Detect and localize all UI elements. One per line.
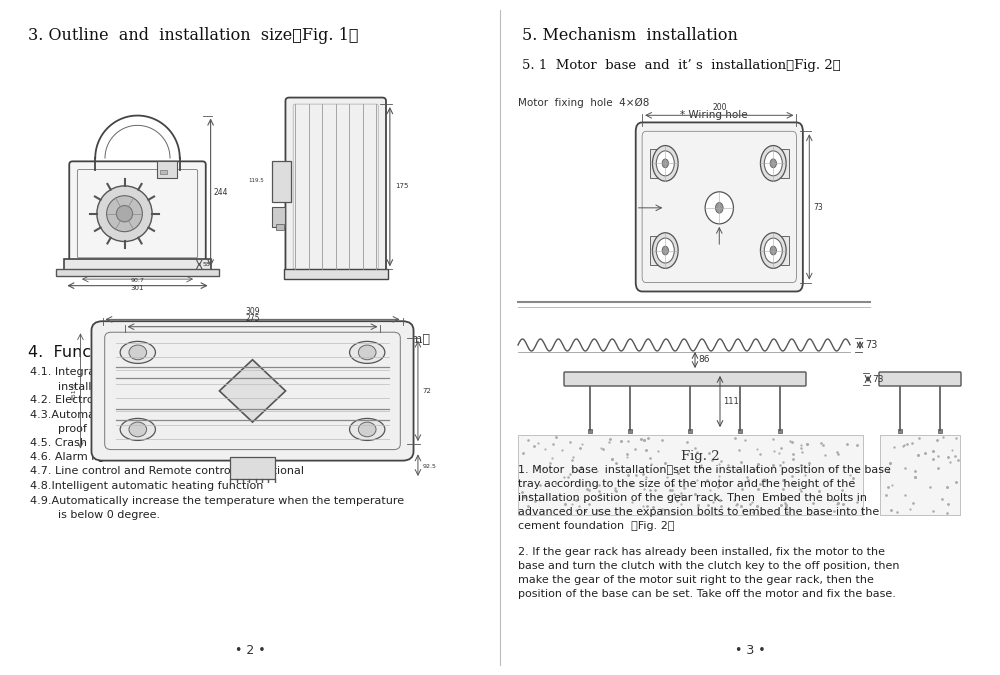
Bar bbox=[272, 207, 285, 227]
Bar bbox=[738, 429, 742, 433]
Text: 4.  Function and Features: 4. Function and Features bbox=[28, 345, 232, 360]
Text: • 2 •: • 2 • bbox=[235, 644, 265, 657]
FancyBboxPatch shape bbox=[91, 321, 414, 460]
Text: Fig. 1: Fig. 1 bbox=[110, 333, 147, 346]
Text: 175: 175 bbox=[396, 183, 409, 189]
Circle shape bbox=[116, 205, 133, 222]
Bar bbox=[771, 236, 789, 265]
Text: 275: 275 bbox=[245, 314, 260, 323]
Text: 151.5: 151.5 bbox=[72, 382, 77, 400]
Text: 2. If the gear rack has already been installed, fix the motor to the
base and tu: 2. If the gear rack has already been ins… bbox=[518, 547, 900, 599]
Bar bbox=[688, 429, 692, 433]
Bar bbox=[650, 149, 668, 178]
Text: proof and automatically restraining socket: proof and automatically restraining sock… bbox=[30, 424, 295, 434]
Circle shape bbox=[715, 202, 723, 213]
Bar bbox=[650, 236, 668, 265]
Circle shape bbox=[764, 238, 782, 263]
Text: install  other controllers: install other controllers bbox=[30, 381, 191, 391]
Text: 200: 200 bbox=[712, 103, 727, 112]
Circle shape bbox=[129, 345, 147, 360]
Circle shape bbox=[662, 246, 668, 255]
Bar bbox=[938, 429, 942, 433]
Circle shape bbox=[656, 151, 674, 176]
FancyBboxPatch shape bbox=[69, 161, 206, 266]
Bar bbox=[64, 259, 211, 273]
Bar bbox=[771, 149, 789, 178]
Ellipse shape bbox=[350, 342, 385, 363]
Bar bbox=[160, 169, 167, 174]
Circle shape bbox=[652, 233, 678, 269]
Text: 4.5. Crash proof (photocell): 4.5. Crash proof (photocell) bbox=[30, 437, 183, 448]
Circle shape bbox=[656, 238, 674, 263]
Bar bbox=[628, 429, 632, 433]
Ellipse shape bbox=[120, 418, 155, 441]
Text: 244: 244 bbox=[214, 188, 228, 197]
Text: 92.5: 92.5 bbox=[422, 464, 436, 468]
Text: 72: 72 bbox=[422, 388, 431, 394]
FancyBboxPatch shape bbox=[285, 98, 386, 276]
Text: 5. 1  Motor  base  and  it’ s  installation（Fig. 2）: 5. 1 Motor base and it’ s installation（F… bbox=[522, 59, 841, 72]
Text: 4.9.Automatically increase the temperature when the temperature: 4.9.Automatically increase the temperatu… bbox=[30, 495, 404, 506]
Circle shape bbox=[358, 422, 376, 437]
Circle shape bbox=[97, 186, 152, 242]
Text: 4.3.Automatically  restraining  when  meets  obstacle4.4.  Crash: 4.3.Automatically restraining when meets… bbox=[30, 410, 389, 419]
Text: 3. Outline  and  installation  size（Fig. 1）: 3. Outline and installation size（Fig. 1） bbox=[28, 27, 358, 44]
FancyBboxPatch shape bbox=[879, 372, 961, 386]
Text: 73: 73 bbox=[872, 375, 884, 383]
Circle shape bbox=[764, 151, 782, 176]
Bar bbox=[588, 429, 592, 433]
Text: 301: 301 bbox=[131, 285, 144, 291]
Ellipse shape bbox=[705, 192, 733, 224]
Circle shape bbox=[662, 159, 668, 168]
Bar bbox=[898, 429, 902, 433]
Text: Unit（mm）: Unit（mm） bbox=[364, 333, 430, 346]
Circle shape bbox=[358, 345, 376, 360]
Text: 73: 73 bbox=[813, 203, 823, 213]
Bar bbox=[276, 223, 284, 230]
Circle shape bbox=[107, 196, 142, 232]
Text: 73: 73 bbox=[865, 340, 877, 350]
Circle shape bbox=[760, 146, 786, 181]
Text: Fig. 2: Fig. 2 bbox=[681, 450, 719, 463]
Bar bbox=[518, 435, 863, 515]
Ellipse shape bbox=[350, 418, 385, 441]
Bar bbox=[157, 161, 176, 178]
Circle shape bbox=[760, 233, 786, 269]
Circle shape bbox=[770, 246, 776, 255]
Text: 5. Mechanism  installation: 5. Mechanism installation bbox=[522, 27, 738, 44]
Bar bbox=[880, 435, 960, 515]
Circle shape bbox=[652, 146, 678, 181]
Bar bbox=[778, 429, 782, 433]
Bar bbox=[230, 457, 275, 479]
Polygon shape bbox=[219, 360, 286, 422]
Text: 86: 86 bbox=[698, 356, 710, 365]
Text: • 3 •: • 3 • bbox=[735, 644, 765, 657]
Text: 119.5: 119.5 bbox=[248, 178, 264, 184]
Bar bbox=[272, 161, 291, 202]
Text: is below 0 degree.: is below 0 degree. bbox=[30, 510, 160, 520]
Text: 4.8.Intelligent automatic heating function: 4.8.Intelligent automatic heating functi… bbox=[30, 481, 263, 491]
Circle shape bbox=[129, 422, 147, 437]
Text: 90.7: 90.7 bbox=[131, 278, 144, 283]
Text: 58: 58 bbox=[203, 262, 210, 267]
Text: 309: 309 bbox=[245, 306, 260, 316]
Text: Motor  fixing  hole  4×Ø8: Motor fixing hole 4×Ø8 bbox=[518, 98, 649, 108]
FancyBboxPatch shape bbox=[564, 372, 806, 386]
Text: 4.7. Line control and Remote control are optional: 4.7. Line control and Remote control are… bbox=[30, 466, 304, 477]
FancyBboxPatch shape bbox=[636, 122, 803, 292]
Text: 4.2. Electronic soft-start: 4.2. Electronic soft-start bbox=[30, 395, 164, 405]
Text: * Wiring hole: * Wiring hole bbox=[680, 110, 748, 120]
Text: 1. Motor  base  installation：set the installation position of the base
tray acco: 1. Motor base installation：set the insta… bbox=[518, 465, 891, 531]
Bar bbox=[284, 269, 388, 279]
Text: 4.1. Integrated structure of the mechanic and electron. No  need to: 4.1. Integrated structure of the mechani… bbox=[30, 367, 407, 377]
Circle shape bbox=[770, 159, 776, 168]
Text: 4.6. Alarm light socket: 4.6. Alarm light socket bbox=[30, 452, 156, 462]
Text: 111: 111 bbox=[723, 398, 739, 406]
Bar bbox=[56, 269, 219, 276]
Ellipse shape bbox=[120, 342, 155, 363]
